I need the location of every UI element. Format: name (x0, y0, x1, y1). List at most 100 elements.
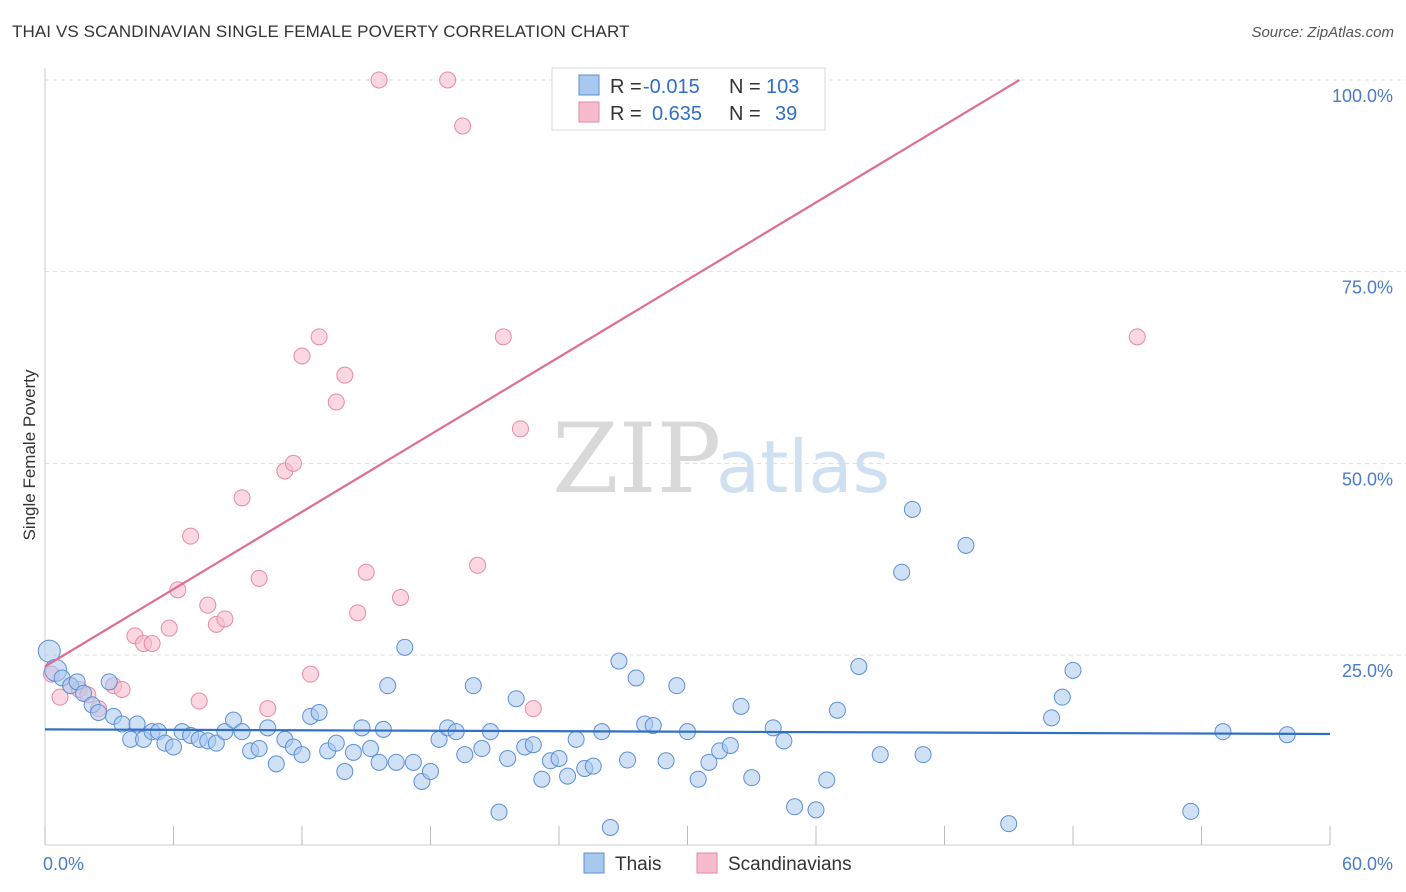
thais-point (224, 711, 242, 729)
thais-point (379, 677, 397, 695)
thais-point (775, 732, 793, 750)
scandinavians-points (42, 71, 1146, 718)
grid-lines (45, 79, 1406, 656)
trend-lines (44, 79, 1331, 736)
thais-points (37, 500, 1296, 836)
watermark-atlas: atlas (716, 425, 890, 509)
legend-n-value-scandinavians: 39 (775, 103, 797, 125)
thais-point (207, 734, 225, 752)
scandinavians-point (51, 688, 69, 706)
scandinavians-point (113, 681, 131, 698)
thais-point (490, 803, 508, 821)
watermark: ZIP atlas (552, 403, 890, 515)
thais-point (850, 658, 868, 675)
thais-point (362, 740, 380, 758)
thais-trend-line (44, 728, 1331, 736)
thais-point (259, 719, 277, 737)
scandinavians-point (216, 610, 234, 628)
thais-point (657, 752, 675, 770)
thais-point (786, 798, 804, 816)
thais-point (507, 690, 525, 708)
legend-r-value-thais: -0.015 (643, 76, 700, 98)
scandinavians-point (302, 665, 320, 683)
thais-point (957, 536, 975, 554)
thais-point (100, 673, 118, 691)
thais-point (610, 652, 628, 670)
thais-point (559, 767, 577, 785)
scandinavians-point (284, 454, 302, 472)
legend-n-value-thais: 103 (766, 76, 799, 98)
thais-point (764, 719, 782, 737)
scandinavians-point (199, 596, 217, 614)
thais-point (550, 750, 568, 767)
scandinavians-point (250, 569, 268, 587)
legend-swatch-scandinavians (578, 101, 600, 123)
series-legend-swatch-thais (583, 852, 605, 874)
thais-point (743, 769, 761, 787)
thais-point (533, 770, 551, 788)
thais-point (668, 677, 686, 695)
legend-r-label-scandinavians: R = (610, 103, 642, 125)
stats-legend: R = -0.015 N = 103 R = 0.635 N = 39 (551, 67, 826, 131)
thais-point (567, 730, 585, 748)
thais-point (75, 684, 93, 702)
scandinavians-point (259, 700, 277, 718)
thais-point (903, 500, 921, 518)
legend-r-value-scandinavians: 0.635 (652, 103, 702, 125)
chart-source: Source: ZipAtlas.com (1251, 24, 1394, 41)
thais-point (584, 757, 602, 775)
thais-point (327, 734, 345, 752)
thais-point (310, 704, 328, 721)
thais-point (165, 738, 182, 756)
scandinavians-trend-line (44, 79, 1021, 668)
series-legend: Thais Scandinavians (583, 852, 852, 875)
x-tick-label-1: 60.0% (1342, 854, 1393, 874)
axes (44, 68, 1331, 846)
thais-point (914, 746, 932, 764)
thais-point (216, 723, 234, 741)
thais-point (404, 753, 422, 771)
thais-point (1000, 815, 1018, 833)
thais-point (871, 746, 889, 764)
y-tick-label-0: 25.0% (1342, 661, 1393, 681)
scandinavians-point (524, 700, 542, 718)
y-tick-label-2: 75.0% (1342, 278, 1393, 298)
scandinavians-point (182, 527, 200, 545)
thais-point (353, 719, 371, 737)
thais-point (344, 743, 362, 761)
x-tick-labels: 0.0% 60.0% (43, 854, 1393, 874)
scandinavians-point (1128, 328, 1146, 346)
scandinavians-point (327, 393, 345, 411)
thais-point (627, 669, 645, 687)
scandinavians-point (190, 692, 208, 710)
thais-point (1214, 723, 1232, 741)
scandinavians-point (143, 635, 161, 652)
y-tick-label-1: 50.0% (1342, 469, 1393, 489)
thais-point (370, 753, 388, 771)
scandinavians-point (494, 328, 512, 346)
thais-point (422, 763, 439, 781)
scandinavians-point (370, 71, 388, 89)
thais-point (374, 720, 392, 738)
thais-point (807, 801, 825, 819)
thais-point (499, 750, 517, 767)
thais-point (233, 723, 251, 741)
thais-point (1053, 688, 1071, 706)
scandinavians-point (310, 328, 328, 346)
thais-point (250, 740, 268, 758)
scandinavians-point (349, 604, 367, 622)
thais-point (818, 771, 836, 789)
thais-point (456, 746, 474, 764)
y-axis-label: Single Female Poverty (20, 369, 39, 541)
thais-point (1064, 661, 1082, 679)
scandinavians-point (439, 71, 457, 89)
series-legend-label-scandinavians: Scandinavians (728, 854, 852, 875)
thais-point (721, 736, 739, 754)
thais-point (644, 717, 662, 735)
scandinavians-point (336, 366, 354, 384)
scandinavians-point (454, 117, 472, 135)
thais-point (700, 753, 718, 771)
y-tick-label-3: 100.0% (1332, 86, 1393, 106)
watermark-zip: ZIP (552, 403, 721, 515)
scandinavians-point (169, 581, 187, 599)
